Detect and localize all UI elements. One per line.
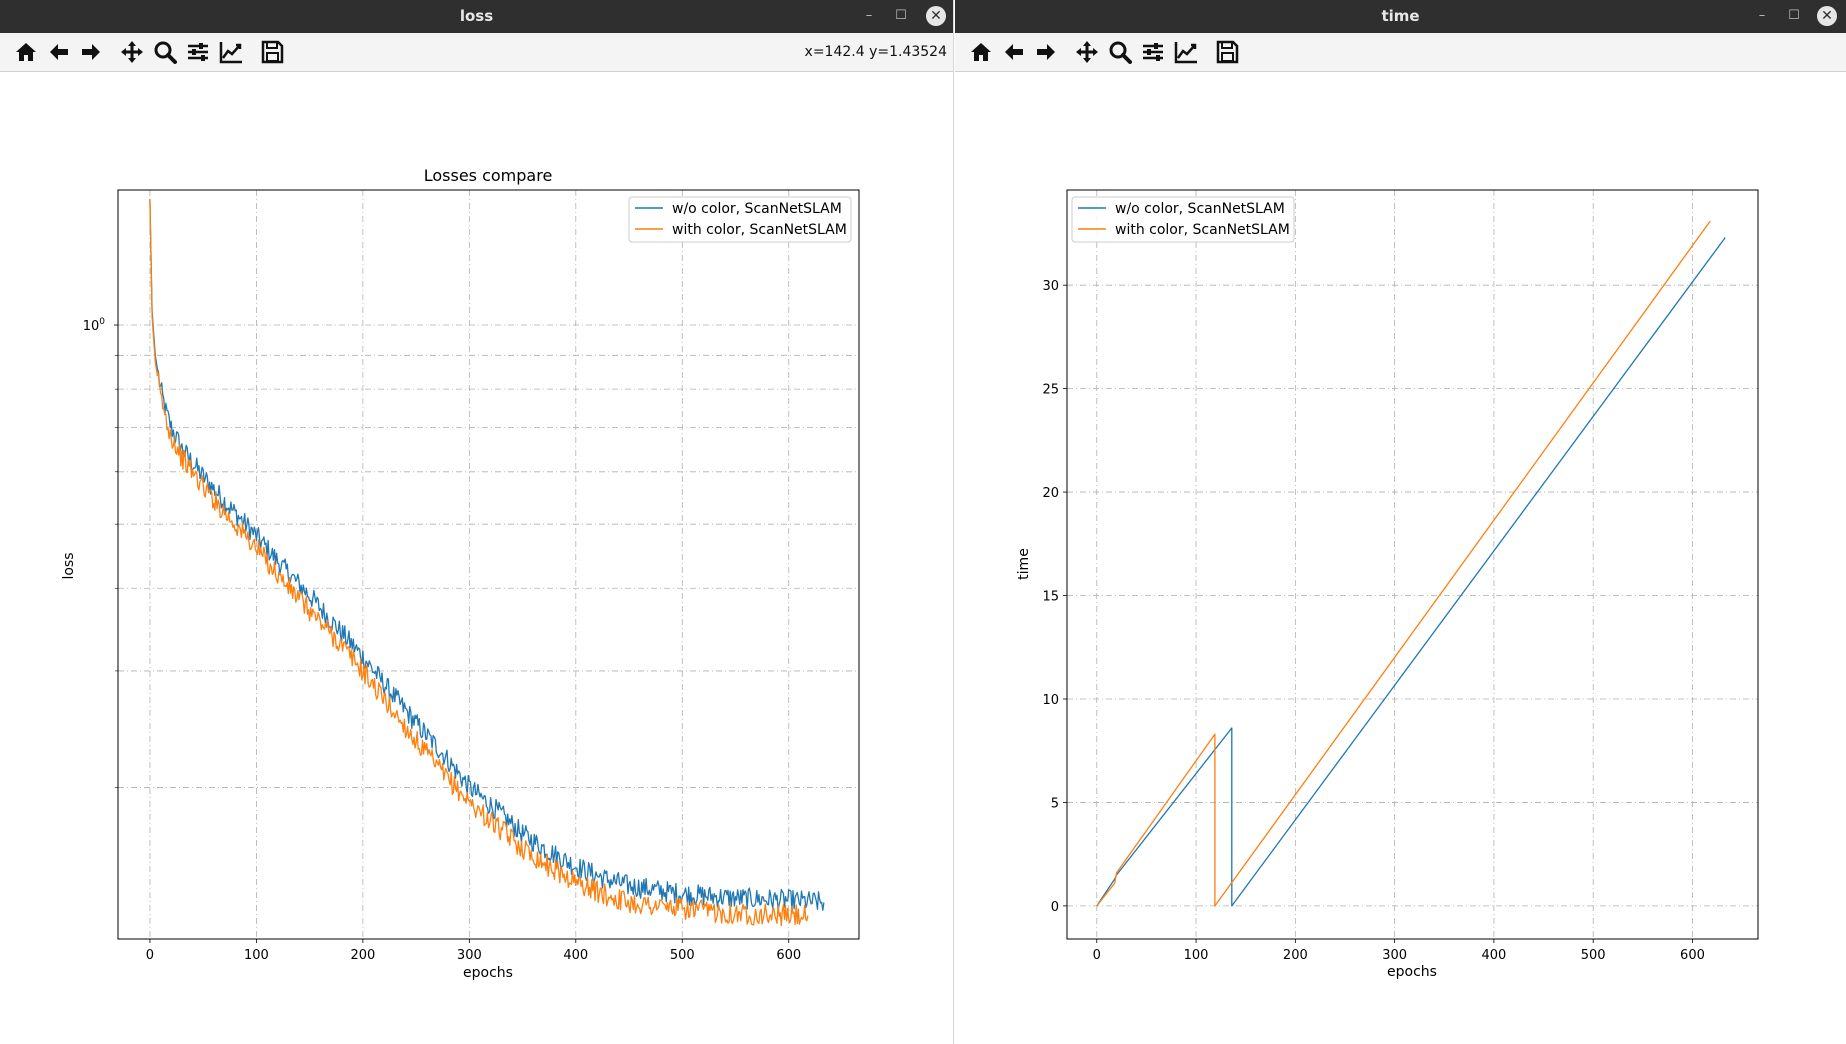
pan-icon[interactable]	[118, 38, 146, 66]
y-tick-label: 5	[1051, 796, 1059, 811]
x-tick-label: 400	[1481, 948, 1506, 963]
series-line-wo-color	[149, 199, 825, 912]
toolbar	[955, 33, 1846, 72]
loss-chart[interactable]: 0 100 200 300 400 500 600 100 Losses compare ep…	[0, 72, 953, 1044]
back-icon[interactable]	[45, 38, 73, 66]
y-tick-label: 30	[1042, 279, 1059, 294]
y-tick-label: 15	[1042, 590, 1059, 605]
zoom-icon[interactable]	[151, 38, 179, 66]
maximize-button[interactable]: ☐	[1788, 8, 1800, 23]
window-title: time	[1381, 7, 1420, 25]
y-tick-label: 10	[1042, 693, 1059, 708]
x-tick-label: 600	[776, 948, 801, 963]
x-tick-label: 400	[563, 948, 588, 963]
titlebar: loss – ☐ ✕	[0, 0, 953, 33]
x-tick-label: 500	[1581, 948, 1606, 963]
plot-frame	[117, 189, 860, 940]
series-line-with-color	[149, 199, 809, 927]
minimize-button[interactable]: –	[865, 8, 873, 23]
close-button[interactable]: ✕	[926, 6, 946, 26]
x-tick-label: 300	[1382, 948, 1407, 963]
save-icon[interactable]	[1213, 38, 1241, 66]
x-tick-label: 0	[146, 948, 154, 963]
time-window: time – ☐ ✕ 0 100 200 300 400 500 600 0 5 10 15 20 25…	[955, 0, 1846, 1044]
y-tick-label: 0	[1051, 900, 1059, 915]
chart-title: Losses compare	[424, 166, 553, 185]
x-tick-label: 200	[350, 948, 375, 963]
x-tick-label: 0	[1093, 948, 1101, 963]
time-figure: 0 100 200 300 400 500 600 0 5 10 15 20 25 30 epochs t…	[955, 72, 1846, 1044]
back-icon[interactable]	[1000, 38, 1028, 66]
forward-icon[interactable]	[77, 38, 105, 66]
legend-label-with-color: with color, ScanNetSLAM	[672, 222, 847, 238]
close-button[interactable]: ✕	[1817, 6, 1837, 26]
plot-frame	[1066, 189, 1759, 940]
x-tick-label: 100	[244, 948, 269, 963]
minimize-button[interactable]: –	[1758, 8, 1766, 23]
configure-subplots-icon[interactable]	[184, 38, 212, 66]
pan-icon[interactable]	[1073, 38, 1101, 66]
x-tick-label: 200	[1283, 948, 1308, 963]
home-icon[interactable]	[967, 38, 995, 66]
window-title: loss	[459, 7, 494, 25]
y-axis-label: time	[1016, 548, 1032, 580]
save-icon[interactable]	[258, 38, 286, 66]
legend-label-wo-color: w/o color, ScanNetSLAM	[1115, 201, 1285, 217]
legend-label-with-color: with color, ScanNetSLAM	[1115, 222, 1290, 238]
zoom-icon[interactable]	[1106, 38, 1134, 66]
time-chart[interactable]: 0 100 200 300 400 500 600 0 5 10 15 20 25 30 epochs t…	[955, 72, 1846, 1044]
x-axis-label: epochs	[1387, 964, 1437, 980]
edit-axis-icon[interactable]	[1172, 38, 1200, 66]
home-icon[interactable]	[12, 38, 40, 66]
x-axis-label: epochs	[463, 965, 513, 981]
loss-figure: 0 100 200 300 400 500 600 100 Losses compare ep…	[0, 72, 953, 1044]
forward-icon[interactable]	[1032, 38, 1060, 66]
toolbar: x=142.4 y=1.43524	[0, 33, 953, 72]
series-line-with-color	[1096, 220, 1711, 907]
y-tick-label: 20	[1042, 486, 1059, 501]
x-tick-label: 500	[670, 948, 695, 963]
coordinate-readout: x=142.4 y=1.43524	[804, 44, 947, 60]
configure-subplots-icon[interactable]	[1139, 38, 1167, 66]
edit-axis-icon[interactable]	[217, 38, 245, 66]
legend-label-wo-color: w/o color, ScanNetSLAM	[672, 201, 842, 217]
y-axis-label: loss	[61, 552, 77, 579]
series-line-wo-color	[1096, 237, 1726, 907]
legend: w/o color, ScanNetSLAM with color, ScanN…	[1071, 196, 1295, 243]
loss-window: loss – ☐ ✕ x=142.4 y=1.43524 0 100 200 300 4…	[0, 0, 954, 1044]
legend: w/o color, ScanNetSLAM with color, ScanN…	[628, 196, 852, 243]
titlebar: time – ☐ ✕	[955, 0, 1846, 33]
y-tick-label: 100	[83, 317, 106, 334]
maximize-button[interactable]: ☐	[895, 8, 907, 23]
y-tick-label: 25	[1042, 383, 1059, 398]
x-tick-label: 300	[457, 948, 482, 963]
x-tick-label: 100	[1184, 948, 1209, 963]
x-tick-label: 600	[1680, 948, 1705, 963]
